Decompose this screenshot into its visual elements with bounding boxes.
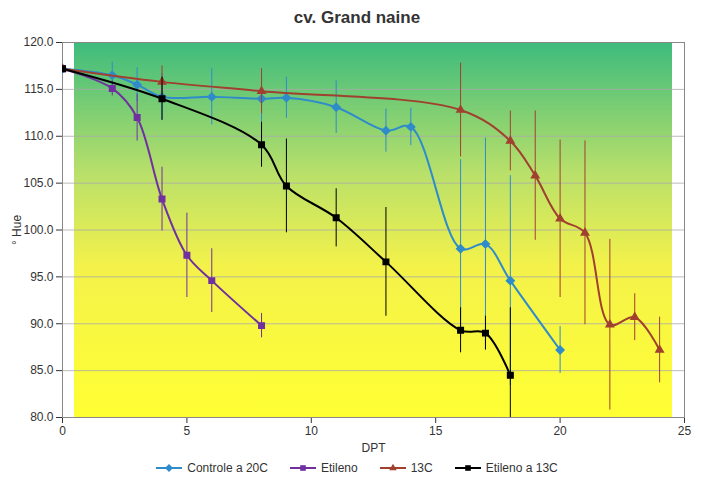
svg-text:115.0: 115.0 bbox=[24, 82, 53, 96]
svg-text:5: 5 bbox=[184, 424, 191, 438]
html-text:cv. Grand naine: cv. Grand naine bbox=[293, 8, 421, 27]
html-text:Etileno: Etileno bbox=[321, 461, 358, 475]
svg-text:110.0: 110.0 bbox=[24, 129, 53, 143]
html-text:Etileno a 13C: Etileno a 13C bbox=[485, 461, 558, 475]
svg-text:DPT: DPT bbox=[362, 441, 387, 455]
svg-text:90.0: 90.0 bbox=[30, 317, 54, 331]
svg-text:120.0: 120.0 bbox=[23, 35, 53, 49]
svg-text:15: 15 bbox=[429, 424, 443, 438]
svg-text:95.0: 95.0 bbox=[30, 270, 54, 284]
svg-text:105.0: 105.0 bbox=[23, 176, 53, 190]
svg-text:25: 25 bbox=[678, 424, 692, 438]
svg-text:° Hue: ° Hue bbox=[10, 215, 24, 245]
svg-text:10: 10 bbox=[305, 424, 319, 438]
svg-text:0: 0 bbox=[59, 424, 66, 438]
svg-text:85.0: 85.0 bbox=[30, 363, 54, 377]
svg-text:80.0: 80.0 bbox=[30, 410, 54, 424]
html-text:Controle a 20C: Controle a 20C bbox=[187, 461, 268, 475]
html-text:13C: 13C bbox=[410, 461, 433, 475]
svg-text:100.0: 100.0 bbox=[23, 223, 53, 237]
svg-text:20: 20 bbox=[553, 424, 567, 438]
